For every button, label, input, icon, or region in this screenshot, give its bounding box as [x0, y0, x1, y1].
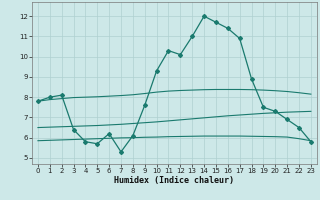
X-axis label: Humidex (Indice chaleur): Humidex (Indice chaleur)	[115, 176, 234, 185]
